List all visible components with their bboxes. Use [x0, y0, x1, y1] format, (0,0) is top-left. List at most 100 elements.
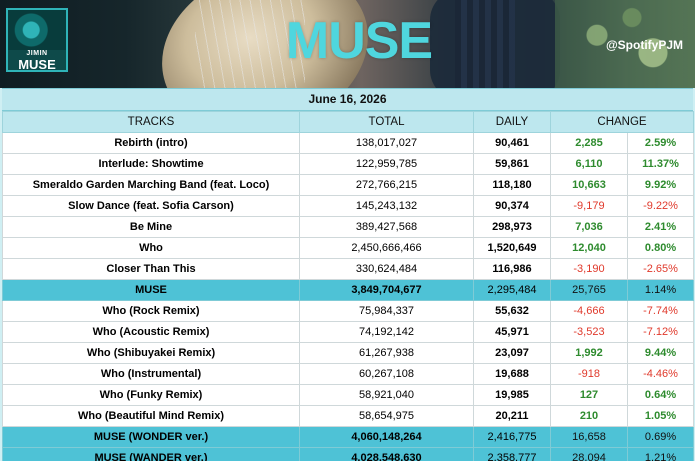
foliage-photo [555, 0, 695, 88]
album-cover-title: MUSE [18, 57, 56, 72]
daily-streams: 55,632 [473, 300, 551, 322]
percent-change: -9.22% [626, 195, 695, 217]
track-name: Smeraldo Garden Marching Band (feat. Loc… [2, 174, 300, 196]
track-name: Who [2, 237, 300, 259]
total-streams: 74,192,142 [299, 321, 474, 343]
table-body: Rebirth (intro) 138,017,027 90,461 2,285 2.5… [2, 132, 695, 461]
track-name: Who (Instrumental) [2, 363, 300, 385]
percent-change: 0.80% [626, 237, 695, 259]
total-streams: 60,267,108 [299, 363, 474, 385]
daily-change: -3,190 [550, 258, 628, 280]
social-handle: @SpotifyPJM [605, 38, 683, 52]
daily-streams: 1,520,649 [473, 237, 551, 259]
daily-change: 7,036 [550, 216, 628, 238]
total-streams: 145,243,132 [299, 195, 474, 217]
daily-streams: 298,973 [473, 216, 551, 238]
album-total-row: MUSE (WANDER ver.) 4,028,548,630 2,358,777… [2, 447, 695, 461]
daily-change: 6,110 [550, 153, 628, 175]
daily-streams: 2,358,777 [473, 447, 551, 461]
album-cover: JIMIN MUSE [6, 8, 68, 72]
track-name: Who (Funky Remix) [2, 384, 300, 406]
percent-change: 9.92% [626, 174, 695, 196]
total-streams: 2,450,666,466 [299, 237, 474, 259]
track-name: Slow Dance (feat. Sofia Carson) [2, 195, 300, 217]
percent-change: -2.65% [626, 258, 695, 280]
daily-change: 2,285 [550, 132, 628, 154]
table-row: Smeraldo Garden Marching Band (feat. Loc… [2, 174, 695, 196]
page-title: MUSE [285, 12, 433, 70]
track-name: Rebirth (intro) [2, 132, 300, 154]
daily-streams: 19,688 [473, 363, 551, 385]
track-name: Who (Beautiful Mind Remix) [2, 405, 300, 427]
daily-change: 16,658 [550, 426, 628, 448]
table-row: Rebirth (intro) 138,017,027 90,461 2,285 2.5… [2, 132, 695, 154]
daily-change: 28,094 [550, 447, 628, 461]
total-streams: 58,921,040 [299, 384, 474, 406]
daily-change: -9,179 [550, 195, 628, 217]
total-streams: 4,060,148,264 [299, 426, 474, 448]
total-streams: 3,849,704,677 [299, 279, 474, 301]
table-row: Who (Rock Remix) 75,984,337 55,632 -4,666 -7… [2, 300, 695, 322]
table-header-row: TRACKS TOTAL DAILY CHANGE [2, 111, 695, 133]
track-name: MUSE (WONDER ver.) [2, 426, 300, 448]
daily-change: 127 [550, 384, 628, 406]
album-total-row: MUSE 3,849,704,677 2,295,484 25,765 1.14% [2, 279, 695, 301]
daily-streams: 20,211 [473, 405, 551, 427]
track-name: Who (Rock Remix) [2, 300, 300, 322]
header-change: CHANGE [549, 111, 695, 133]
table-row: Who (Shibuyakei Remix) 61,267,938 23,097 1,… [2, 342, 695, 364]
table-row: Who (Acoustic Remix) 74,192,142 45,971 -3,5… [2, 321, 695, 343]
total-streams: 330,624,484 [299, 258, 474, 280]
daily-streams: 90,461 [473, 132, 551, 154]
daily-change: 1,992 [550, 342, 628, 364]
table-row: Who (Instrumental) 60,267,108 19,688 -918 -4… [2, 363, 695, 385]
daily-streams: 118,180 [473, 174, 551, 196]
table-row: Closer Than This 330,624,484 116,986 -3,190… [2, 258, 695, 280]
percent-change: -7.12% [626, 321, 695, 343]
track-name: MUSE [2, 279, 300, 301]
daily-streams: 116,986 [473, 258, 551, 280]
album-art-image [8, 10, 66, 50]
sleeve-texture [455, 0, 515, 88]
album-total-row: MUSE (WONDER ver.) 4,060,148,264 2,416,775… [2, 426, 695, 448]
total-streams: 58,654,975 [299, 405, 474, 427]
track-name: Who (Acoustic Remix) [2, 321, 300, 343]
total-streams: 122,959,785 [299, 153, 474, 175]
total-streams: 272,766,215 [299, 174, 474, 196]
daily-streams: 2,295,484 [473, 279, 551, 301]
total-streams: 61,267,938 [299, 342, 474, 364]
daily-streams: 90,374 [473, 195, 551, 217]
daily-streams: 19,985 [473, 384, 551, 406]
header-tracks: TRACKS [2, 111, 300, 133]
table-row: Slow Dance (feat. Sofia Carson) 145,243,1… [2, 195, 695, 217]
table-row: Interlude: Showtime 122,959,785 59,861 6,11… [2, 153, 695, 175]
percent-change: -7.74% [626, 300, 695, 322]
track-name: Closer Than This [2, 258, 300, 280]
daily-change: -918 [550, 363, 628, 385]
streams-table-container: June 16, 2026 TRACKS TOTAL DAILY CHANGE … [2, 88, 695, 461]
table-row: Who (Funky Remix) 58,921,040 19,985 127 0.64… [2, 384, 695, 406]
daily-streams: 45,971 [473, 321, 551, 343]
percent-change: 1.21% [626, 447, 695, 461]
daily-change: 25,765 [550, 279, 628, 301]
table-row: Be Mine 389,427,568 298,973 7,036 2.41% [2, 216, 695, 238]
daily-streams: 59,861 [473, 153, 551, 175]
guitar-strings [195, 0, 305, 88]
percent-change: 2.41% [626, 216, 695, 238]
total-streams: 75,984,337 [299, 300, 474, 322]
date-label: June 16, 2026 [2, 88, 693, 111]
percent-change: 11.37% [626, 153, 695, 175]
track-name: Interlude: Showtime [2, 153, 300, 175]
percent-change: 0.64% [626, 384, 695, 406]
percent-change: 1.05% [626, 405, 695, 427]
daily-streams: 2,416,775 [473, 426, 551, 448]
percent-change: 2.59% [626, 132, 695, 154]
daily-change: -3,523 [550, 321, 628, 343]
header-daily: DAILY [473, 111, 551, 133]
percent-change: -4.46% [626, 363, 695, 385]
daily-change: 210 [550, 405, 628, 427]
table-row: Who 2,450,666,466 1,520,649 12,040 0.80% [2, 237, 695, 259]
percent-change: 9.44% [626, 342, 695, 364]
percent-change: 1.14% [626, 279, 695, 301]
